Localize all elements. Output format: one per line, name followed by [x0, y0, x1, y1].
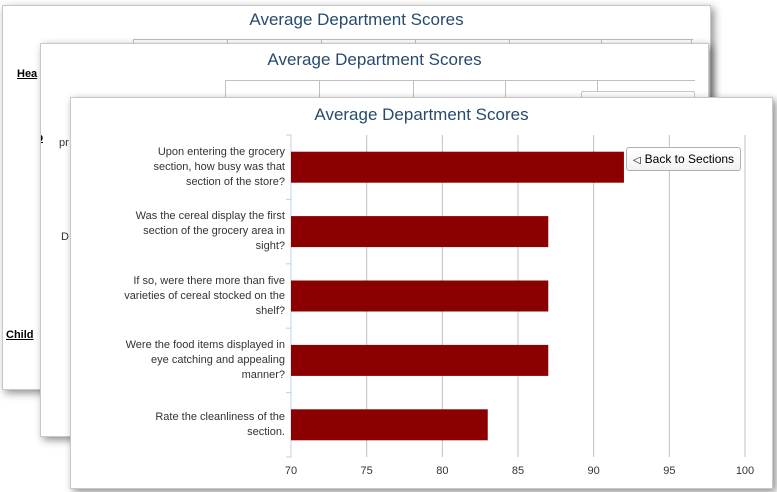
bar: [291, 409, 488, 441]
chart-title: Average Department Scores: [314, 105, 529, 124]
bar: [291, 280, 549, 312]
category-label: Upon entering the grocery section, how bu…: [153, 145, 285, 188]
back-card-title: Average Department Scores: [249, 10, 464, 29]
category-label: Were the food items displayed in eye catc…: [125, 338, 285, 381]
back-card-peek-label[interactable]: Hea: [17, 68, 38, 80]
x-tick-label: 90: [587, 465, 600, 477]
x-tick-label: 100: [735, 465, 755, 477]
mid-card-peek-label: D: [61, 231, 69, 243]
back-to-sections-label: Back to Sections: [644, 152, 735, 166]
bar-chart: [286, 134, 746, 458]
triangle-left-icon: ◁: [632, 155, 641, 166]
chart-card: Average Department Scores Upon entering …: [70, 97, 773, 489]
bar: [291, 344, 549, 376]
bar: [291, 216, 549, 248]
x-tick-label: 80: [436, 465, 449, 477]
x-tick-label: 75: [360, 465, 373, 477]
mid-card-peek-label: pr: [59, 137, 69, 149]
back-card-grid-line: [133, 39, 693, 40]
category-label: If so, were there more than five varietie…: [124, 274, 285, 317]
mid-card-peek-label[interactable]: Sp: [41, 132, 43, 144]
back-to-sections-button[interactable]: ◁ Back to Sections: [626, 147, 741, 171]
bar: [291, 151, 624, 183]
category-label: Rate the cleanliness of the section.: [155, 410, 285, 438]
category-label: Was the cereal display the first section …: [135, 210, 285, 253]
x-tick-label: 70: [284, 465, 298, 477]
x-tick-label: 85: [511, 465, 525, 477]
back-card-peek-label[interactable]: Child: [6, 329, 34, 341]
mid-card-title: Average Department Scores: [267, 50, 482, 69]
mid-card-grid-line: [225, 80, 695, 81]
x-tick-label: 95: [663, 465, 676, 477]
